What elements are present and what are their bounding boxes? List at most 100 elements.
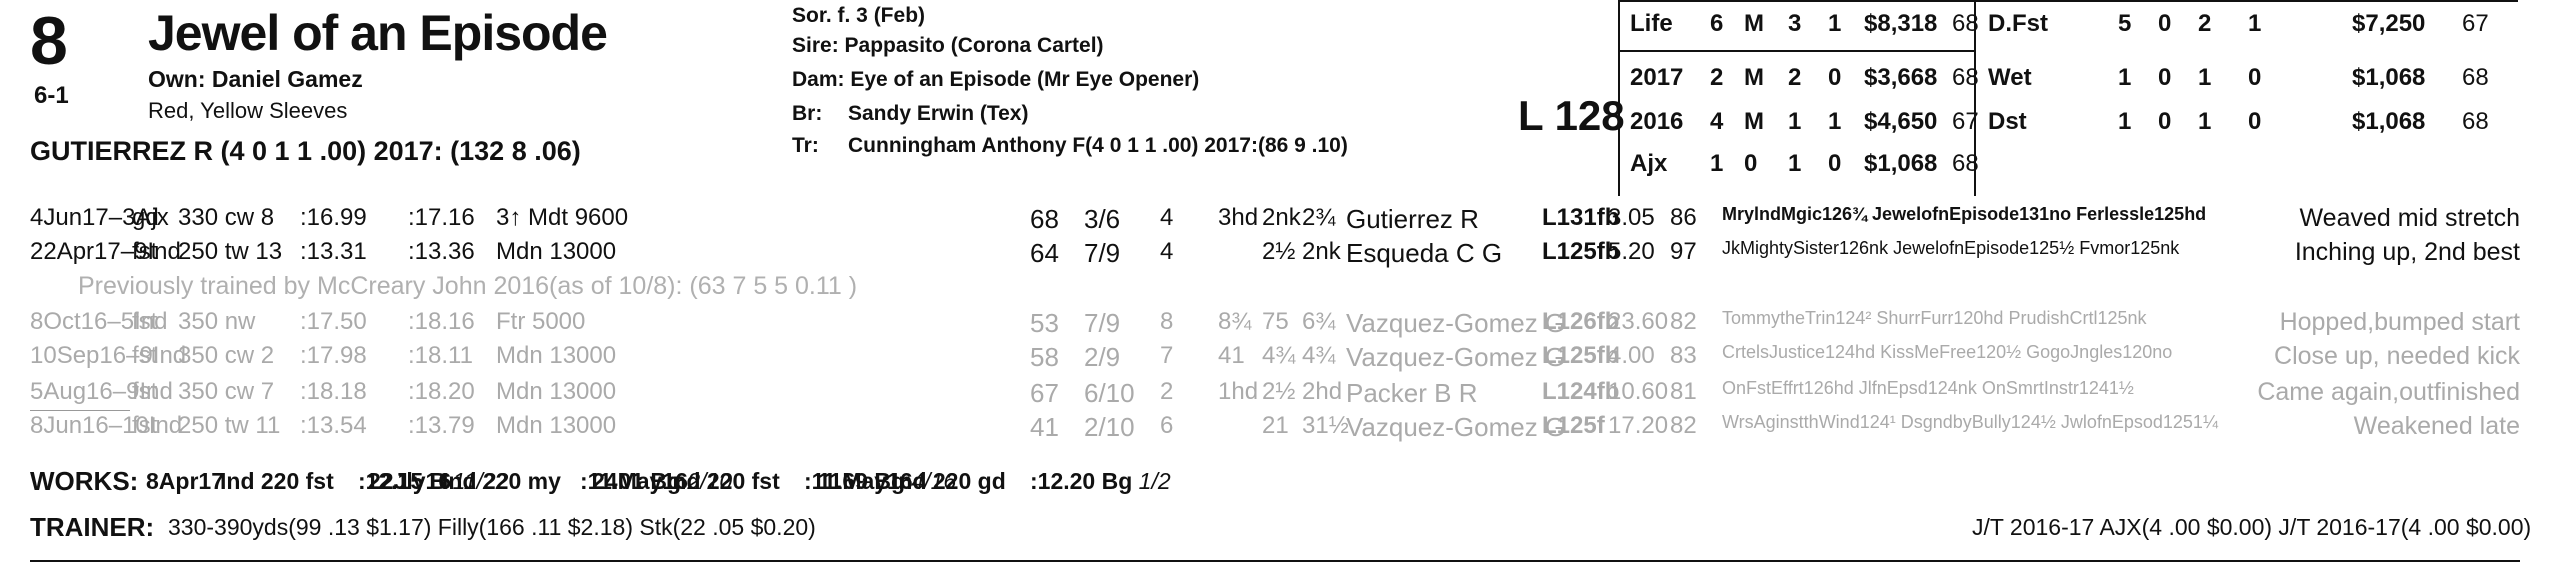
breeder: Sandy Erwin (Tex) [848,102,1029,125]
pp-fin: 2nk [1302,238,1341,265]
record-p: 0 [2248,64,2262,91]
pp-spd: 58 [1030,342,1059,372]
pp-pp: 6/10 [1084,378,1135,408]
pp-jockey: Esqueda C G [1346,238,1503,268]
records-life-underline [1618,50,1974,52]
pp-race: Mdn 13000 [496,378,617,405]
pp-cond: fst [132,238,158,265]
pp-date: 8Oct16–5Ind [30,308,168,335]
pp-comp: MrylndMgic126¾ JewelofnEpisode131no Ferl… [1722,204,2207,224]
pp-jockey: Packer B R [1346,378,1478,408]
pp-wt: L124fb [1542,378,1620,405]
record-starts: 1 [1710,150,1724,177]
pp-date: 8Jun16–10Ind [30,412,183,439]
record-p: 0 [1828,150,1842,177]
pp-date: 22Apr17–9Ind [30,238,181,265]
work-date: 24May16 [592,468,688,494]
pp-spd: 67 [1030,378,1059,408]
pp-spd: 64 [1030,238,1059,268]
record-w: 1 [1788,108,1802,135]
pp-date: 10Sep16–9Ind [30,342,187,369]
post-position: 8 [30,3,68,79]
pp-jockey: Vazquez-Gomez G [1346,412,1566,442]
record-spd: 68 [1952,150,1979,177]
pp-jockey: Vazquez-Gomez G [1346,342,1566,372]
pp-c1: 8¾ [1218,308,1252,335]
record-m: 0 [2158,64,2172,91]
record-earn: $8,318 [1864,10,1938,37]
trainer: Cunningham Anthony F(4 0 1 1 .00) 2017:(… [848,134,1348,157]
pp-wt: L125f [1542,412,1605,439]
work-rank: 1/2 [1132,468,1171,494]
record-spd: 67 [1952,108,1979,135]
pp-comment: Close up, needed kick [2274,342,2520,370]
record-spd: 68 [2462,64,2489,91]
pp-c2: 2nk [1262,204,1301,231]
pp-t2: :18.11 [408,342,473,369]
pp-c1: 3hd [1218,204,1259,231]
work-date: 22Jly16 [368,468,452,494]
pp-c1: 1hd [1218,378,1259,405]
pp-wt: L126fb [1542,308,1620,335]
pp-fin: 2¾ [1302,204,1336,231]
owner: Own: Daniel Gamez [148,66,363,92]
record-label: 2017 [1630,64,1684,91]
records-top-line [1618,0,2518,2]
record-starts: 2 [1710,64,1724,91]
pp-race: Ftr 5000 [496,308,586,335]
record-label: Life [1630,10,1673,37]
record-label: Dst [1988,108,2027,135]
record-p: 1 [2248,10,2262,37]
record-m: M [1744,64,1764,91]
record-earn: $3,668 [1864,64,1938,91]
pp-wt: L125fb [1542,238,1620,265]
record-starts: 6 [1710,10,1724,37]
pp-dist: 250 tw 11 [178,412,281,439]
record-earn: $7,250 [2352,10,2426,37]
pp-jockey: Vazquez-Gomez G [1346,308,1566,338]
pp-c2: 2½ [1262,238,1296,265]
pp-dist: 350 cw 7 [178,378,275,405]
record-p: 0 [2248,108,2262,135]
pp-pp: 2/10 [1084,412,1135,442]
pp-fin: 6¾ [1302,308,1336,335]
pp-cond: fst [132,378,158,405]
trainer-stats-label: TRAINER: [30,512,155,542]
works-label: WORKS: [30,466,139,496]
trainer-label: Tr: [792,134,819,157]
pp-dist: 250 tw 13 [178,238,283,265]
record-m: 0 [1744,150,1758,177]
work-rank: 2/10 [681,468,733,494]
dam: Dam: Eye of an Episode (Mr Eye Opener) [792,68,1200,91]
record-m: 0 [2158,10,2172,37]
pp-fin: 4¾ [1302,342,1336,369]
pp-odds: 17.20 [1608,412,1669,439]
work-track: Ind 220 fst [666,468,780,494]
pp-wt: L131fb [1542,204,1620,231]
pp-wt: L125fb [1542,342,1620,369]
work-time: :11.01 Bg [580,468,681,494]
pp-cond: gd [132,204,159,231]
record-starts: 1 [2118,108,2132,135]
pp-c2: 2½ [1262,378,1296,405]
pp-sr: 83 [1670,342,1697,369]
record-w: 1 [2198,64,2212,91]
pp-comment: Weaved mid stretch [2299,204,2520,232]
pp-race: Mdn 13000 [496,238,617,265]
pp-c2: 4¾ [1262,342,1296,369]
pp-odds: 5.20 [1608,238,1655,265]
pp-comp: JkMightySister126nk JewelofnEpisode125½ … [1722,238,2180,258]
pp-race: Mdn 13000 [496,342,617,369]
record-w: 1 [2198,108,2212,135]
pp-t1: :13.31 [300,238,367,265]
pp-sr: 82 [1670,412,1697,439]
record-earn: $1,068 [1864,150,1938,177]
pp-comp: OnFstEffrt126hd JlfnEpsd124nk OnSmrtInst… [1722,378,2134,398]
record-m: M [1744,10,1764,37]
pp-comment: Weakened late [2353,412,2520,440]
work-result: :12.15 B 11/22 [358,468,508,495]
pp-comp: CrtelsJustice124hd KissMeFree120½ GogoJn… [1722,342,2173,362]
pp-comp: TommytheTrin124² ShurrFurr120hd PrudishC… [1722,308,2147,328]
pp-cond: fst [132,342,158,369]
pp-dist: 330 cw 8 [178,204,275,231]
